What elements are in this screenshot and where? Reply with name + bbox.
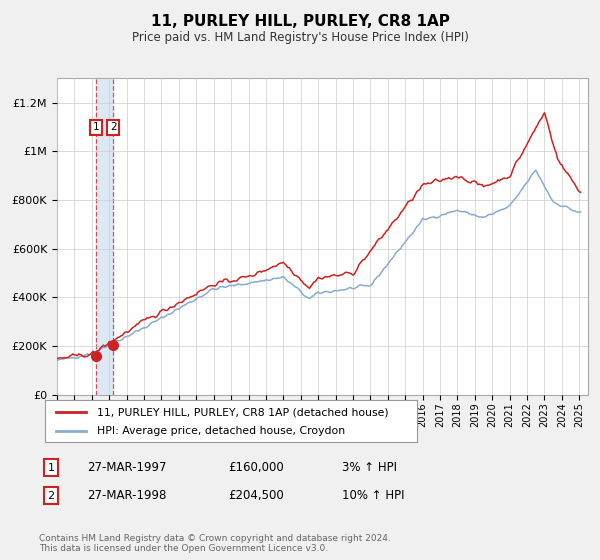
Text: 11, PURLEY HILL, PURLEY, CR8 1AP: 11, PURLEY HILL, PURLEY, CR8 1AP [151, 14, 449, 29]
Text: 11, PURLEY HILL, PURLEY, CR8 1AP (detached house): 11, PURLEY HILL, PURLEY, CR8 1AP (detach… [97, 407, 389, 417]
Text: Contains HM Land Registry data © Crown copyright and database right 2024.
This d: Contains HM Land Registry data © Crown c… [39, 534, 391, 553]
Bar [96, 78, 113, 395]
Text: 2: 2 [47, 491, 55, 501]
Text: HPI: Average price, detached house, Croydon: HPI: Average price, detached house, Croy… [97, 426, 345, 436]
Text: 27-MAR-1997: 27-MAR-1997 [87, 461, 167, 474]
Text: £204,500: £204,500 [228, 489, 284, 502]
Text: 1: 1 [92, 123, 99, 133]
Text: £160,000: £160,000 [228, 461, 284, 474]
Text: 10% ↑ HPI: 10% ↑ HPI [342, 489, 404, 502]
Text: Price paid vs. HM Land Registry's House Price Index (HPI): Price paid vs. HM Land Registry's House … [131, 31, 469, 44]
Text: 2: 2 [110, 123, 116, 133]
Text: 1: 1 [47, 463, 55, 473]
Text: 3% ↑ HPI: 3% ↑ HPI [342, 461, 397, 474]
Text: 27-MAR-1998: 27-MAR-1998 [87, 489, 166, 502]
